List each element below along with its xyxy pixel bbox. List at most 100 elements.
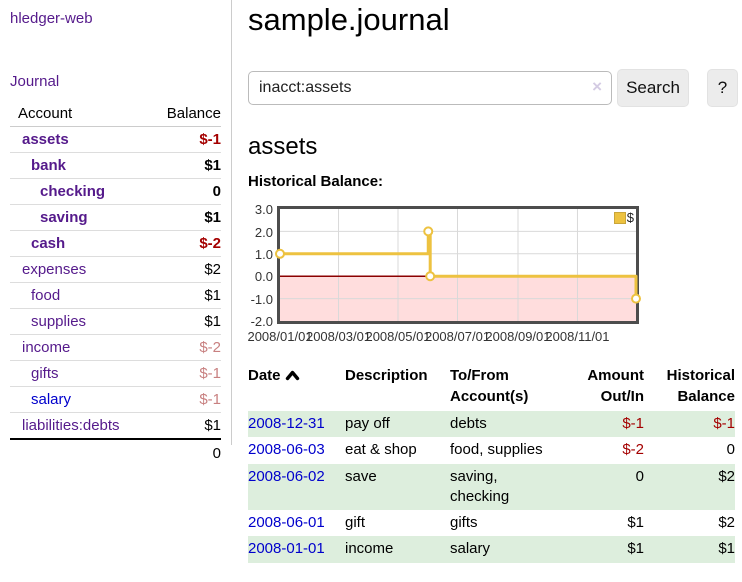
- chart-plot[interactable]: $: [275, 206, 641, 325]
- account-link-liabilities-debts[interactable]: liabilities:debts: [22, 417, 120, 434]
- transaction-accounts-cell: debts: [450, 415, 487, 433]
- register-header-date[interactable]: Date: [248, 363, 345, 411]
- account-link-cash[interactable]: cash: [31, 235, 66, 252]
- transaction-balance-cell: $2: [718, 467, 735, 485]
- table-row: 2008-06-03 eat & shop food, supplies $-2 0: [248, 437, 735, 463]
- page-title: sample.journal: [248, 2, 450, 37]
- account-link-expenses[interactable]: expenses: [22, 261, 87, 278]
- account-name-cell: salary: [10, 386, 152, 413]
- account-link-saving[interactable]: saving: [40, 209, 88, 226]
- account-name-cell: food: [10, 282, 152, 309]
- sidebar-item-journal[interactable]: Journal: [10, 73, 60, 90]
- transaction-date-cell: 2008-12-31: [248, 411, 345, 437]
- account-row: assets $-1: [10, 127, 221, 153]
- transaction-balance-cell: 0: [726, 441, 735, 459]
- transaction-accounts-cell: saving, checking: [450, 467, 510, 505]
- y-tick-label: 3.0: [254, 202, 273, 218]
- account-balance: $-1: [199, 131, 221, 148]
- transaction-description-cell: save: [345, 467, 377, 485]
- account-name-cell: expenses: [10, 256, 152, 283]
- search-input[interactable]: [248, 70, 612, 105]
- x-tick-label: 2008/11/01: [545, 329, 610, 345]
- transaction-date-cell: 2008-01-01: [248, 536, 345, 562]
- sidebar: hledger-web Journal Account Balance asse…: [0, 0, 232, 467]
- account-name-cell: liabilities:debts: [10, 412, 152, 439]
- account-name-cell: supplies: [10, 308, 152, 335]
- search-box: ×: [248, 70, 612, 105]
- chart-y-axis: 3.0 2.0 1.0 0.0 -1.0 -2.0: [248, 202, 273, 328]
- account-row: expenses $2: [10, 256, 221, 283]
- transaction-date-link[interactable]: 2008-01-01: [248, 540, 325, 558]
- historical-balance-chart: 3.0 2.0 1.0 0.0 -1.0 -2.0 $ 2008/01/01 2008/03…: [247, 202, 742, 346]
- search-button[interactable]: Search: [617, 68, 689, 107]
- main-content: sample.journal × Search ? assets Histori…: [247, 0, 742, 563]
- help-button[interactable]: ?: [707, 68, 738, 107]
- account-name-cell: checking: [10, 178, 152, 205]
- account-row: checking 0: [10, 178, 221, 205]
- table-row: 2008-12-31 pay off debts $-1 $-1: [248, 411, 735, 438]
- account-link-income[interactable]: income: [22, 339, 71, 356]
- table-row: 2008-01-01 income salary $1 $1: [248, 536, 735, 563]
- clear-search-icon[interactable]: ×: [592, 76, 602, 96]
- transaction-amount-cell: $1: [627, 540, 644, 558]
- table-row: 2008-06-01 gift gifts $1 $2: [248, 510, 735, 536]
- account-link-gifts[interactable]: gifts: [31, 365, 59, 382]
- y-tick-label: 2.0: [254, 224, 273, 240]
- transaction-description-cell: gift: [345, 514, 366, 532]
- account-name-cell: gifts: [10, 360, 152, 387]
- account-link-food[interactable]: food: [31, 287, 61, 304]
- transaction-accounts-cell: salary: [450, 540, 491, 558]
- account-row: saving $1: [10, 204, 221, 231]
- transaction-date-link[interactable]: 2008-06-03: [248, 441, 325, 459]
- account-name-cell: saving: [10, 204, 152, 231]
- transaction-date-link[interactable]: 2008-06-02: [248, 467, 325, 485]
- y-tick-label: 0.0: [254, 269, 273, 285]
- account-link-supplies[interactable]: supplies: [31, 313, 87, 330]
- account-link-checking[interactable]: checking: [40, 183, 106, 200]
- transaction-date-cell: 2008-06-03: [248, 437, 345, 463]
- register-header-row: Date Description To/From Account(s) Amou…: [248, 363, 735, 411]
- accounts-header-account: Account: [10, 102, 152, 127]
- transaction-date-link[interactable]: 2008-06-01: [248, 514, 325, 532]
- transaction-date-link[interactable]: 2008-12-31: [248, 415, 325, 433]
- account-name-cell: cash: [10, 230, 152, 257]
- x-tick-label: 2008/05/01: [365, 329, 431, 345]
- account-balance: $1: [151, 152, 221, 179]
- y-tick-label: 1.0: [254, 247, 273, 263]
- transaction-amount-cell: $-2: [622, 441, 644, 459]
- y-tick-label: -1.0: [250, 291, 273, 307]
- register-header-description: Description: [345, 367, 428, 385]
- accounts-header-row: Account Balance: [10, 102, 221, 127]
- app-title-link[interactable]: hledger-web: [10, 10, 93, 27]
- account-row: income $-2: [10, 334, 221, 361]
- y-tick-label: -2.0: [250, 314, 273, 330]
- account-link-assets[interactable]: assets: [22, 131, 69, 148]
- transaction-balance-cell: $-1: [713, 415, 735, 433]
- register-table: Date Description To/From Account(s) Amou…: [248, 363, 735, 563]
- account-name-cell: income: [10, 334, 152, 361]
- account-link-bank[interactable]: bank: [31, 157, 67, 174]
- account-row: salary $-1: [10, 386, 221, 413]
- table-row: 2008-06-02 save saving, checking 0 $2: [248, 463, 735, 511]
- account-balance: $-1: [151, 386, 221, 413]
- transaction-description-cell: eat & shop: [345, 441, 417, 459]
- transaction-description-cell: income: [345, 540, 394, 558]
- account-balance: $2: [151, 256, 221, 283]
- chart-legend: $: [613, 210, 634, 226]
- chart-x-axis: 2008/01/01 2008/03/01 2008/05/01 2008/07/01…: [247, 329, 742, 345]
- transaction-description-cell: pay off: [345, 415, 390, 433]
- register-header-balance: Historical Balance: [666, 367, 735, 406]
- register-tbody: 2008-12-31 pay off debts $-1 $-1 2008-06-03 ea…: [248, 411, 735, 563]
- account-link-salary[interactable]: salary: [31, 391, 72, 408]
- transaction-amount-cell: 0: [635, 467, 644, 485]
- legend-swatch-icon: [613, 211, 626, 224]
- account-balance: $1: [151, 412, 221, 439]
- transaction-date-cell: 2008-06-02: [248, 464, 345, 511]
- account-balance: $-1: [151, 360, 221, 387]
- account-balance: $-2: [151, 230, 221, 257]
- search-form: × Search ?: [248, 68, 742, 107]
- accounts-table: Account Balance assets $-1 bank $1 checking 0…: [10, 102, 221, 467]
- transaction-amount-cell: $-1: [622, 415, 644, 433]
- legend-label: $: [626, 210, 634, 226]
- transaction-accounts-cell: gifts: [450, 514, 478, 532]
